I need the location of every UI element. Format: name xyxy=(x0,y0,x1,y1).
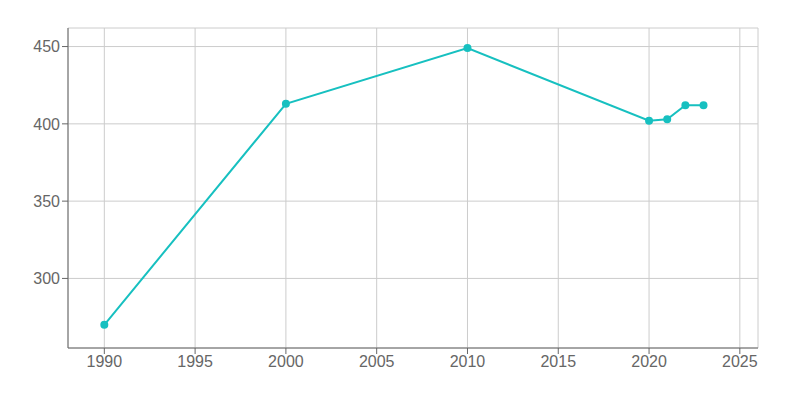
svg-text:2025: 2025 xyxy=(722,353,758,370)
svg-text:350: 350 xyxy=(33,193,60,210)
svg-text:1995: 1995 xyxy=(177,353,213,370)
svg-text:450: 450 xyxy=(33,38,60,55)
svg-text:400: 400 xyxy=(33,116,60,133)
svg-text:2000: 2000 xyxy=(268,353,304,370)
svg-text:2015: 2015 xyxy=(540,353,576,370)
svg-text:1990: 1990 xyxy=(87,353,123,370)
svg-text:300: 300 xyxy=(33,270,60,287)
svg-text:2010: 2010 xyxy=(450,353,486,370)
svg-text:2005: 2005 xyxy=(359,353,395,370)
svg-text:2020: 2020 xyxy=(631,353,667,370)
